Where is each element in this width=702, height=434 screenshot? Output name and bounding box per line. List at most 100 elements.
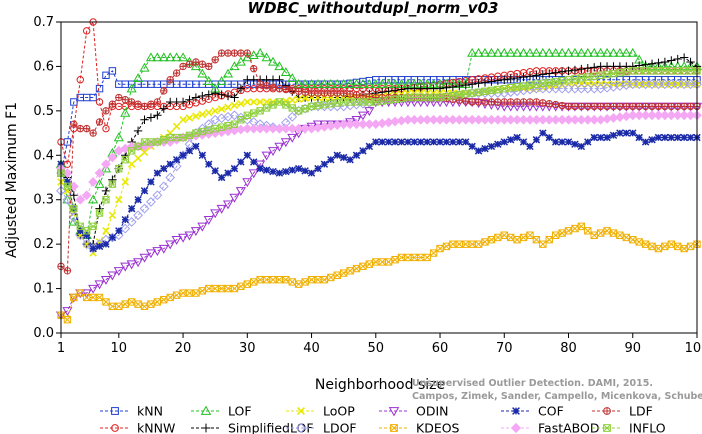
data-point (378, 138, 386, 146)
legend-item-odin: ODIN (379, 404, 449, 419)
data-point (126, 217, 137, 227)
data-point (551, 138, 560, 146)
data-point (659, 61, 670, 71)
data-point (404, 138, 412, 146)
data-point (487, 77, 496, 86)
data-point (288, 278, 296, 286)
data-point (577, 74, 586, 82)
data-point (576, 47, 587, 57)
data-point (595, 47, 606, 57)
data-point (550, 114, 561, 125)
data-point (294, 164, 303, 173)
data-point (584, 227, 592, 235)
legend-label: LOF (228, 404, 252, 419)
data-point (577, 64, 586, 74)
data-point (365, 260, 374, 268)
data-point (185, 131, 194, 139)
data-point (134, 100, 142, 108)
series-odin (55, 98, 702, 321)
data-point (121, 215, 129, 224)
data-point (229, 193, 240, 203)
data-point (153, 138, 162, 146)
data-point (659, 79, 670, 90)
data-point (512, 47, 523, 57)
data-point (487, 86, 496, 95)
data-point (160, 136, 168, 144)
data-point (338, 78, 349, 88)
data-point (314, 164, 322, 173)
data-point (167, 76, 174, 83)
data-point (146, 113, 156, 122)
data-point (204, 90, 213, 99)
data-point (685, 110, 696, 121)
data-point (372, 138, 380, 146)
data-point (661, 242, 669, 251)
data-point (300, 78, 311, 88)
data-point (460, 114, 471, 125)
data-point (185, 289, 194, 297)
data-point (499, 47, 510, 57)
data-point (616, 129, 624, 137)
data-point (590, 231, 598, 239)
data-point (76, 227, 85, 235)
data-point (282, 101, 290, 109)
data-point (388, 407, 400, 417)
legend-label: COF (538, 404, 564, 419)
data-point (107, 271, 118, 281)
data-point (680, 244, 688, 253)
data-point (242, 178, 253, 188)
data-point (128, 98, 135, 106)
series-inflo (57, 67, 701, 235)
data-point (590, 133, 598, 142)
data-point (635, 133, 643, 142)
data-point (384, 138, 393, 146)
data-point (294, 107, 303, 115)
data-point (674, 103, 681, 110)
data-point (571, 224, 579, 233)
data-point (301, 167, 309, 175)
data-point (83, 125, 90, 132)
data-point (364, 107, 375, 117)
data-point (224, 103, 232, 112)
data-point (152, 247, 163, 257)
data-point (339, 269, 348, 277)
data-point (217, 105, 226, 113)
data-point (172, 69, 181, 77)
data-point (217, 173, 226, 182)
data-point (545, 78, 553, 87)
data-point (235, 56, 246, 66)
legend-item-simplifiedlof: SimplifiedLOF (191, 421, 314, 434)
data-point (481, 87, 489, 96)
data-point (216, 204, 227, 214)
data-point (242, 123, 253, 134)
data-point (429, 249, 438, 257)
data-point (122, 96, 129, 103)
data-point (287, 73, 298, 82)
data-point (340, 89, 347, 97)
data-point (102, 227, 110, 235)
x-tick-label: 90 (624, 341, 641, 356)
data-point (545, 69, 554, 78)
data-point (590, 72, 598, 80)
data-point (256, 164, 264, 173)
data-point (679, 110, 690, 121)
series-line (60, 83, 697, 254)
data-point (140, 148, 149, 157)
data-point (666, 61, 677, 71)
data-point (295, 88, 302, 95)
data-point (519, 72, 528, 82)
data-point (519, 138, 528, 146)
data-point (506, 74, 515, 84)
data-point (666, 79, 677, 90)
data-point (544, 47, 555, 57)
data-point (602, 47, 613, 57)
data-point (210, 114, 221, 125)
data-point (211, 107, 219, 115)
data-point (153, 298, 162, 306)
data-point (513, 133, 521, 142)
data-point (192, 112, 200, 120)
data-point (312, 120, 324, 130)
data-point (578, 103, 585, 110)
data-point (256, 98, 264, 106)
data-point (372, 98, 380, 106)
